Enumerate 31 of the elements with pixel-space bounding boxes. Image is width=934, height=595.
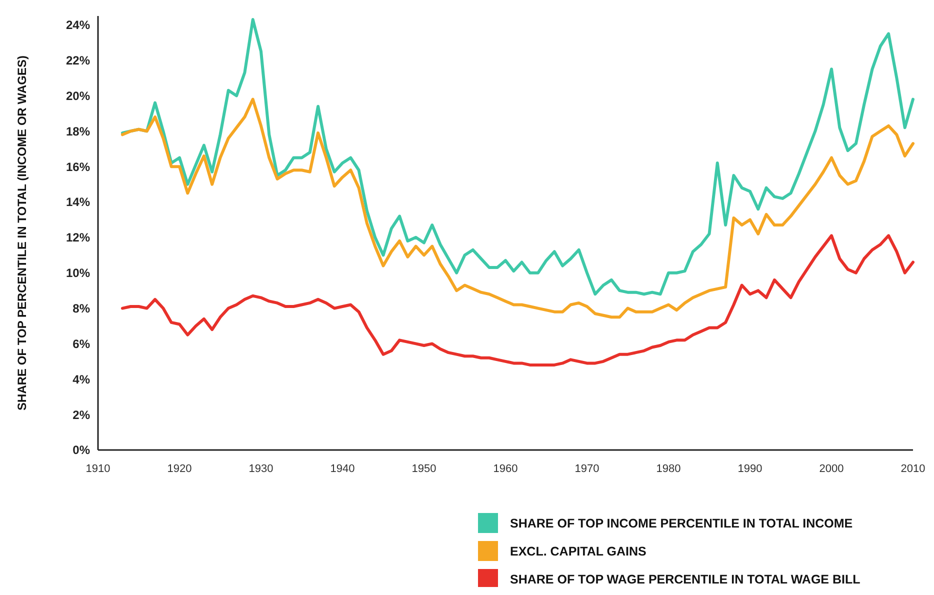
x-tick-label: 1930 [248, 463, 274, 475]
y-tick-label: 14% [66, 195, 90, 210]
y-axis-title: SHARE OF TOP PERCENTILE IN TOTAL (INCOME OR WAGES) [15, 56, 29, 410]
y-tick-label: 18% [66, 124, 90, 138]
y-tick-label: 2% [72, 408, 90, 422]
line-series [120, 18, 914, 296]
y-tick-label: 8% [72, 301, 90, 316]
x-tick-label: 1940 [330, 463, 355, 475]
y-tick-label: 6% [72, 336, 90, 351]
x-tick-label: 2010 [900, 463, 926, 475]
x-tick-label: 1990 [738, 463, 762, 475]
x-tick-label: 1980 [656, 463, 681, 475]
x-tick-label: 1960 [493, 463, 518, 475]
y-tick-label: 12% [66, 230, 90, 245]
y-tick-label: 4% [72, 372, 90, 386]
line-series [120, 98, 914, 319]
y-tick-label: 20% [66, 88, 90, 103]
x-tick-label: 1950 [412, 463, 436, 475]
line-series [120, 234, 914, 366]
y-tick-label: 22% [66, 53, 90, 68]
y-tick-label: 16% [66, 160, 90, 174]
legend-label: EXCL. CAPITAL GAINS [510, 544, 646, 558]
y-tick-label: 0% [72, 443, 90, 458]
x-tick-label: 1970 [574, 463, 600, 475]
x-tick-label: 2000 [819, 463, 844, 475]
y-tick-label: 24% [66, 18, 90, 32]
x-tick-label: 1920 [167, 463, 192, 475]
y-tick-label: 10% [66, 266, 90, 280]
x-tick-label: 1910 [86, 463, 110, 475]
legend-label: SHARE OF TOP INCOME PERCENTILE IN TOTAL INCOME [510, 516, 853, 530]
legend-label: SHARE OF TOP WAGE PERCENTILE IN TOTAL WAGE BILL [510, 572, 861, 586]
